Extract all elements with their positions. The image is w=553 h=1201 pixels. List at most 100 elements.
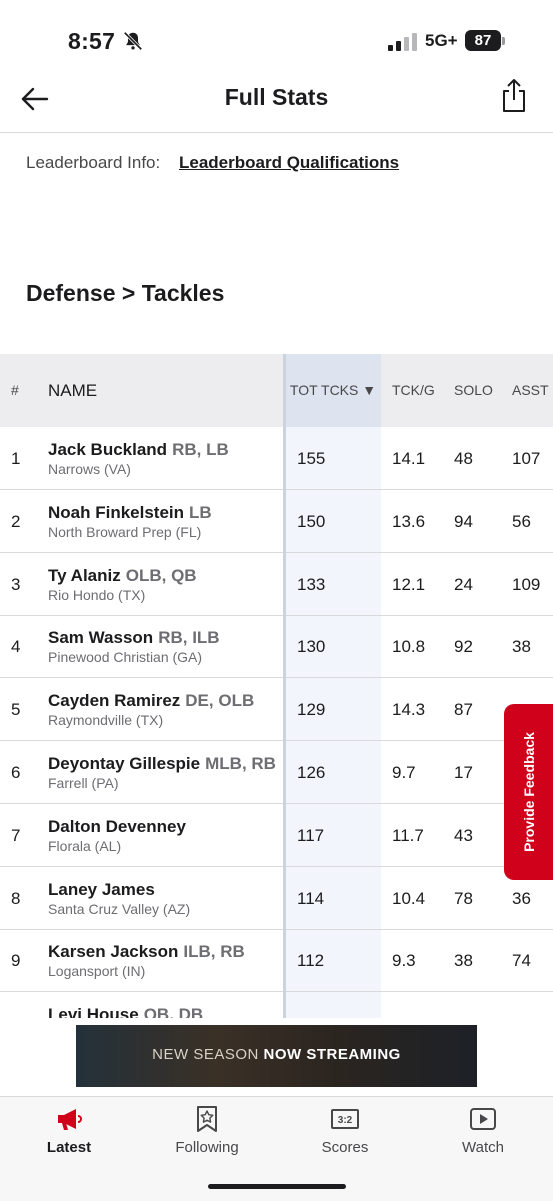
megaphone-icon bbox=[58, 1109, 82, 1130]
solo-value: 48 bbox=[454, 449, 473, 468]
table-row[interactable]: Levi House QB, DB bbox=[0, 992, 553, 1018]
feedback-label: Provide Feedback bbox=[520, 732, 537, 852]
asst-value: 107 bbox=[512, 449, 541, 468]
asst-value: 74 bbox=[512, 951, 531, 971]
player-name[interactable]: Dalton Devenney bbox=[48, 817, 191, 837]
table-row[interactable]: 6 Deyontay Gillespie MLB, RB Farrell (PA) 12… bbox=[0, 741, 553, 804]
tck-per-game-value: 10.4 bbox=[392, 888, 426, 908]
network-type: 5G+ bbox=[425, 31, 458, 50]
table-row[interactable]: 8 Laney James Santa Cruz Valley (AZ) 114 10.… bbox=[0, 867, 553, 930]
player-name-text: Levi House bbox=[48, 1005, 139, 1018]
tab-scores[interactable]: 3:2 Scores bbox=[276, 1097, 414, 1201]
solo-value: 78 bbox=[454, 888, 473, 908]
player-school: Logansport (IN) bbox=[48, 963, 146, 980]
ad-area: NEW SEASON NOW STREAMING bbox=[0, 1018, 553, 1096]
asst-value: 56 bbox=[512, 511, 531, 531]
tck-per-game-value: 9.3 bbox=[392, 951, 416, 971]
tck-per-game-value: 12.1 bbox=[392, 574, 426, 594]
star-bookmark-icon bbox=[197, 1106, 217, 1132]
player-position: MLB, RB bbox=[205, 754, 276, 773]
frozen-column-divider bbox=[283, 354, 286, 1018]
header-solo[interactable]: SOLO bbox=[454, 382, 493, 398]
tot-tcks-value: 150 bbox=[297, 511, 326, 531]
back-arrow-icon[interactable] bbox=[18, 82, 52, 116]
rank: 6 bbox=[11, 763, 21, 782]
provide-feedback-button[interactable]: Provide Feedback bbox=[504, 704, 553, 880]
table-row[interactable]: 1 Jack Buckland RB, LB Narrows (VA) 155 14.1 4… bbox=[0, 427, 553, 490]
leaderboard-qualifications-link[interactable]: Leaderboard Qualifications bbox=[179, 153, 400, 172]
share-icon[interactable] bbox=[500, 78, 528, 114]
table-row[interactable]: 3 Ty Alaniz OLB, QB Rio Hondo (TX) 133 12.1 24… bbox=[0, 553, 553, 616]
tab-watch[interactable]: Watch bbox=[414, 1097, 552, 1201]
tab-following-label: Following bbox=[175, 1139, 239, 1156]
player-school: Rio Hondo (TX) bbox=[48, 586, 146, 603]
ad-banner[interactable]: NEW SEASON NOW STREAMING bbox=[76, 1025, 477, 1087]
table-row[interactable]: 9 Karsen Jackson ILB, RB Logansport (IN) 112… bbox=[0, 929, 553, 993]
ad-text-bold: NOW STREAMING bbox=[263, 1046, 401, 1063]
player-position: ILB, RB bbox=[183, 942, 245, 962]
player-position: OLB, QB bbox=[125, 565, 197, 585]
rank: 4 bbox=[11, 637, 21, 657]
player-school: North Broward Prep (FL) bbox=[48, 523, 202, 540]
player-name-text: Ty Alaniz bbox=[48, 565, 121, 585]
player-name[interactable]: Cayden Ramirez DE, OLB bbox=[48, 691, 254, 711]
header-name[interactable]: NAME bbox=[48, 381, 98, 400]
player-school: Florala (AL) bbox=[48, 837, 122, 854]
status-bar: 8:57 5G+ 87 bbox=[0, 0, 553, 70]
ad-text: NEW SEASON NOW STREAMING bbox=[76, 1046, 477, 1063]
table-row[interactable]: 7 Dalton Devenney Florala (AL) 117 11.7 43 bbox=[0, 804, 553, 867]
player-name[interactable]: Jack Buckland RB, LB bbox=[48, 440, 229, 460]
asst-value: 36 bbox=[512, 888, 531, 908]
player-name[interactable]: Ty Alaniz OLB, QB bbox=[48, 566, 197, 586]
player-name[interactable]: Laney James bbox=[48, 880, 160, 900]
player-position: LB bbox=[189, 502, 212, 522]
tot-tcks-value: 117 bbox=[297, 825, 325, 845]
header-rank: # bbox=[11, 382, 19, 398]
table-row[interactable]: 5 Cayden Ramirez DE, OLB Raymondville (TX) 1… bbox=[0, 678, 553, 742]
solo-value: 94 bbox=[454, 511, 473, 531]
header-tot-tcks[interactable]: TOT TCKS ▼ bbox=[285, 354, 381, 427]
player-name[interactable]: Noah Finkelstein LB bbox=[48, 503, 212, 523]
player-name[interactable]: Levi House QB, DB bbox=[48, 1005, 203, 1018]
play-icon bbox=[470, 1108, 496, 1130]
stats-table: # NAME TOT TCKS ▼ TCK/G SOLO ASST 1 Jack … bbox=[0, 354, 553, 1018]
tck-per-game-value: 14.3 bbox=[392, 700, 426, 720]
solo-value: 87 bbox=[454, 700, 473, 720]
tab-following[interactable]: Following bbox=[138, 1097, 276, 1201]
app-header: Full Stats bbox=[0, 70, 553, 133]
scoreboard-icon: 3:2 bbox=[331, 1109, 359, 1129]
leaderboard-info-label: Leaderboard Info: bbox=[26, 153, 161, 172]
bottom-tab-bar: Latest Following 3:2 Scores Watch bbox=[0, 1096, 553, 1201]
asst-value: 38 bbox=[512, 637, 531, 657]
player-position: RB, ILB bbox=[158, 628, 220, 648]
header-asst[interactable]: ASST bbox=[512, 382, 549, 398]
player-name-text: Dalton Devenney bbox=[48, 816, 186, 836]
player-name[interactable]: Karsen Jackson ILB, RB bbox=[48, 942, 245, 962]
tab-latest[interactable]: Latest bbox=[0, 1097, 138, 1201]
tab-scores-label: Scores bbox=[321, 1139, 369, 1156]
tot-tcks-value: 126 bbox=[297, 763, 326, 782]
table-row[interactable]: 2 Noah Finkelstein LB North Broward Prep (F… bbox=[0, 490, 553, 553]
tot-tcks-value: 129 bbox=[297, 700, 326, 720]
header-tck-per-game[interactable]: TCK/G bbox=[392, 382, 435, 398]
battery-icon: 87 bbox=[465, 30, 501, 51]
status-time: 8:57 bbox=[68, 28, 116, 54]
sorted-column-highlight bbox=[285, 427, 381, 1018]
tot-tcks-value: 114 bbox=[297, 888, 325, 908]
tot-tcks-value: 155 bbox=[297, 449, 326, 468]
table-row[interactable]: 4 Sam Wasson RB, ILB Pinewood Christian (GA… bbox=[0, 615, 553, 679]
solo-value: 92 bbox=[454, 637, 473, 657]
player-school: Narrows (VA) bbox=[48, 461, 131, 477]
table-header: # NAME TOT TCKS ▼ TCK/G SOLO ASST bbox=[0, 354, 553, 427]
rank: 5 bbox=[11, 700, 21, 720]
player-name[interactable]: Deyontay Gillespie MLB, RB bbox=[48, 754, 276, 774]
player-name[interactable]: Sam Wasson RB, ILB bbox=[48, 628, 220, 648]
player-school: Farrell (PA) bbox=[48, 775, 119, 791]
home-indicator bbox=[208, 1184, 346, 1189]
tck-per-game-value: 11.7 bbox=[392, 825, 424, 845]
player-name-text: Sam Wasson bbox=[48, 628, 154, 648]
rank: 7 bbox=[11, 825, 21, 845]
rank: 9 bbox=[11, 951, 21, 971]
rank: 2 bbox=[11, 511, 21, 531]
player-name-text: Jack Buckland bbox=[48, 440, 168, 459]
